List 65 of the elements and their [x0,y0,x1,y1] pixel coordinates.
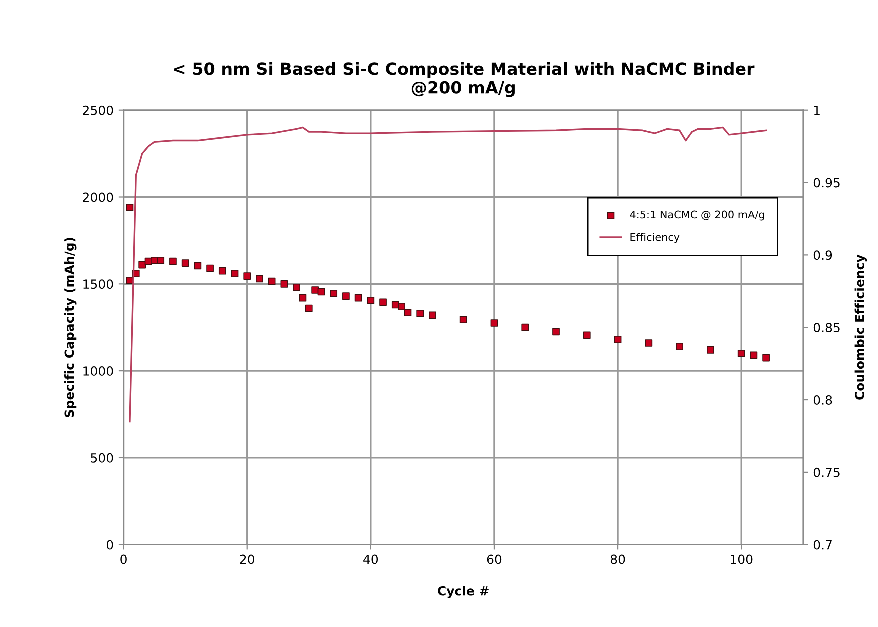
point [614,336,622,344]
y-axis-title: Specific Capacity (mAh/g) [64,238,77,418]
point [293,284,300,292]
y2-tick-label: 0.8 [814,396,832,405]
point [312,286,319,294]
point [750,352,758,360]
point [256,275,264,283]
point [416,310,424,318]
y2-tick-label: 0.9 [814,250,832,260]
point [280,280,288,288]
point [218,267,226,275]
y2-tick-label: 0.85 [814,323,840,333]
point [318,288,326,296]
y-tick-label: 500 [91,453,114,463]
x-tick-label: 80 [610,554,626,564]
point [707,346,714,354]
point [244,272,252,280]
chart-title: < 50 nm Si Based Si-C Composite Material with NaCMC Binder @200 mA/g [174,62,755,98]
point [231,270,239,278]
point [762,354,770,362]
point [170,258,177,266]
point [342,292,350,300]
point [522,324,530,332]
point [583,332,591,340]
y2-tick-label: 0.7 [814,540,832,550]
point [354,294,362,302]
point [157,257,165,264]
y2-tick-label: 1 [814,106,820,116]
y-tick-label: 2000 [83,192,114,202]
x-tick-label: 0 [120,554,127,564]
y2-axis-title: Coulombic Efficiency [854,254,868,400]
point [738,350,746,358]
x-tick-label: 60 [487,554,502,564]
y-tick-label: 1500 [84,280,114,290]
point [367,296,375,304]
point [194,262,202,270]
point [398,303,406,310]
y2-tick-label: 0.95 [814,178,840,188]
x-tick-label: 100 [731,554,753,564]
x-tick-label: 40 [364,554,378,564]
line-series [129,126,768,423]
y-tick-label: 2500 [83,106,114,116]
point [126,204,134,212]
x-tick-label: 20 [240,554,254,564]
legend-label: 4:5:1 NaCMC @ 200 mA/g [630,210,764,221]
point [460,316,468,324]
point [645,340,653,347]
y-tick-label: 0 [106,540,114,550]
point [380,298,387,306]
y2-tick-label: 0.75 [814,468,840,478]
point [676,343,684,350]
point [404,309,412,317]
point [429,312,436,320]
y-tick-label: 1000 [84,366,114,376]
point [490,320,498,327]
point [138,261,146,269]
point [330,290,338,298]
point [206,264,214,272]
point [299,294,307,302]
point [552,328,560,336]
x-axis-title: Cycle # [438,586,489,598]
legend-label: Efficiency [630,233,680,244]
point [268,278,276,286]
point [182,260,190,267]
point [305,304,313,312]
